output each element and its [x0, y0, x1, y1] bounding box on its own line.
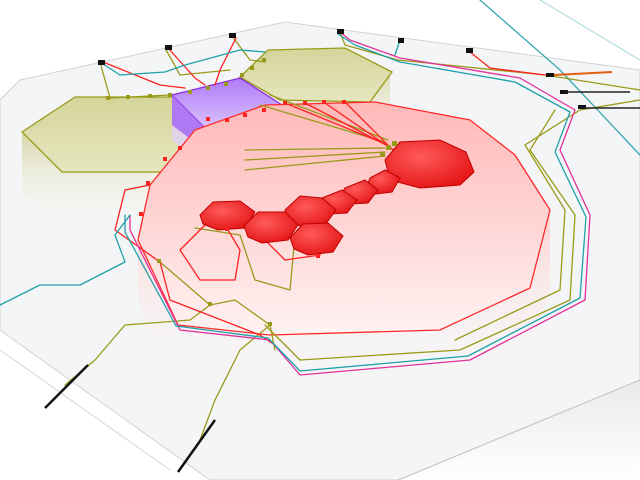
pin	[225, 227, 229, 231]
pin	[106, 96, 110, 100]
pin	[262, 108, 266, 112]
board-edge-line	[397, 379, 640, 480]
terminal	[165, 45, 172, 50]
red-wires	[102, 37, 546, 346]
pin	[188, 90, 192, 94]
outer-loops	[0, 31, 591, 376]
pin	[208, 302, 212, 306]
terminal	[578, 105, 586, 109]
pin	[146, 181, 150, 185]
pin	[139, 212, 143, 216]
pin	[206, 117, 210, 121]
pin	[206, 86, 210, 90]
pin	[262, 58, 266, 62]
pin	[392, 141, 397, 146]
terminal	[398, 38, 404, 43]
terminal	[229, 33, 236, 38]
terminal	[44, 364, 89, 409]
pin	[322, 100, 326, 104]
pin	[316, 254, 320, 258]
cell	[243, 211, 299, 244]
pin	[268, 322, 272, 326]
cells	[199, 139, 475, 256]
board-edge-line-left	[0, 349, 171, 471]
teal-boundary	[479, 0, 640, 156]
terminal	[337, 29, 344, 34]
pin	[303, 101, 307, 105]
pin	[163, 157, 167, 161]
pin	[386, 145, 391, 150]
pin	[250, 66, 254, 70]
pin	[342, 100, 346, 104]
pin	[126, 95, 130, 99]
terminal	[466, 48, 473, 53]
terminals	[44, 29, 640, 473]
pin	[148, 94, 152, 98]
cell	[289, 222, 344, 256]
pin	[243, 113, 247, 117]
large-red-region-top	[137, 101, 551, 336]
terminal	[176, 419, 217, 473]
pin	[240, 73, 244, 77]
cell-large	[384, 139, 475, 189]
terminal	[560, 90, 568, 94]
pins	[106, 58, 397, 326]
pin	[224, 82, 228, 86]
pin	[157, 259, 161, 263]
pin	[168, 93, 172, 97]
pin	[380, 152, 385, 157]
terminal	[98, 60, 105, 65]
pin	[178, 146, 182, 150]
olive-hexagon-top-top	[238, 47, 393, 103]
pin	[283, 101, 287, 105]
terminal	[553, 71, 613, 76]
pin	[225, 118, 229, 122]
terminal	[546, 73, 554, 77]
